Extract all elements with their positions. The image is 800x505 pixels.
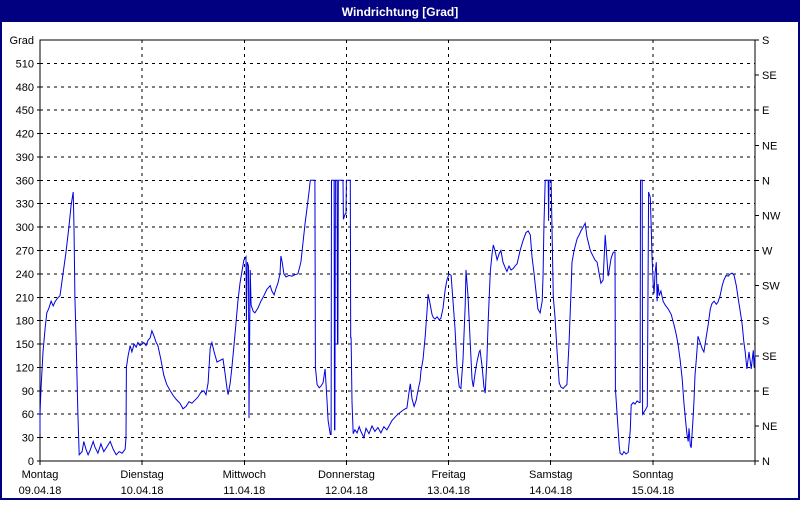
y-axis-label-right: NE (762, 140, 777, 152)
y-axis-label-left: 360 (16, 175, 34, 187)
x-axis-day-label: Montag (22, 469, 59, 481)
y-axis-label-left: 30 (22, 433, 34, 445)
y-axis-label-right: NE (762, 421, 777, 433)
y-axis-label-left: 330 (16, 199, 34, 211)
y-axis-label-right: W (762, 246, 773, 258)
x-axis-date-label: 14.04.18 (529, 485, 572, 497)
y-axis-label-right: S (762, 316, 769, 328)
y-axis-label-right: SE (762, 70, 777, 82)
y-axis-label-left: 270 (16, 246, 34, 258)
y-axis-label-right: N (762, 175, 770, 187)
y-axis-label-right: SW (762, 281, 780, 293)
x-axis-day-label: Samstag (529, 469, 572, 481)
y-axis-label-left: 180 (16, 316, 34, 328)
window-title: Windrichtung [Grad] (342, 5, 459, 19)
x-axis-day-label: Donnerstag (318, 469, 375, 481)
x-axis-date-label: 10.04.18 (121, 485, 164, 497)
y-axis-label-left: 300 (16, 222, 34, 234)
y-axis-label-left: 120 (16, 362, 34, 374)
y-axis-label-left: 450 (16, 105, 34, 117)
y-axis-label-right: S (762, 35, 769, 47)
x-axis-date-label: 12.04.18 (325, 485, 368, 497)
y-axis-label-left: 240 (16, 269, 34, 281)
x-axis-date-label: 09.04.18 (19, 485, 62, 497)
y-axis-label-right: NW (762, 210, 781, 222)
wind-direction-line (39, 179, 756, 457)
x-axis-date-label: 15.04.18 (631, 485, 674, 497)
y-axis-label-left: 390 (16, 152, 34, 164)
x-axis-day-label: Mittwoch (223, 469, 266, 481)
x-axis-day-label: Sonntag (632, 469, 673, 481)
y-axis-label-left: 210 (16, 292, 34, 304)
y-axis-label-left: 510 (16, 58, 34, 70)
y-axis-label-right: SE (762, 351, 777, 363)
y-axis-label-right: E (762, 386, 769, 398)
x-axis-date-label: 13.04.18 (427, 485, 470, 497)
x-axis-day-label: Freitag (431, 469, 465, 481)
y-axis-title: Grad (10, 35, 34, 47)
y-axis-label-left: 60 (22, 409, 34, 421)
window-title-bar (2, 2, 798, 22)
y-axis-label-right: N (762, 456, 770, 468)
y-axis-label-left: 420 (16, 129, 34, 141)
x-axis-day-label: Dienstag (120, 469, 163, 481)
y-axis-label-right: E (762, 105, 769, 117)
y-axis-label-left: 150 (16, 339, 34, 351)
x-axis-date-label: 11.04.18 (223, 485, 265, 497)
y-axis-label-left: 480 (16, 82, 34, 94)
plot-area: 0 30 60 90 120 150 180 210 240 270 300 330 360 390 420… (10, 35, 781, 497)
y-axis-label-left: 0 (28, 456, 34, 468)
y-axis-label-left: 90 (22, 386, 34, 398)
